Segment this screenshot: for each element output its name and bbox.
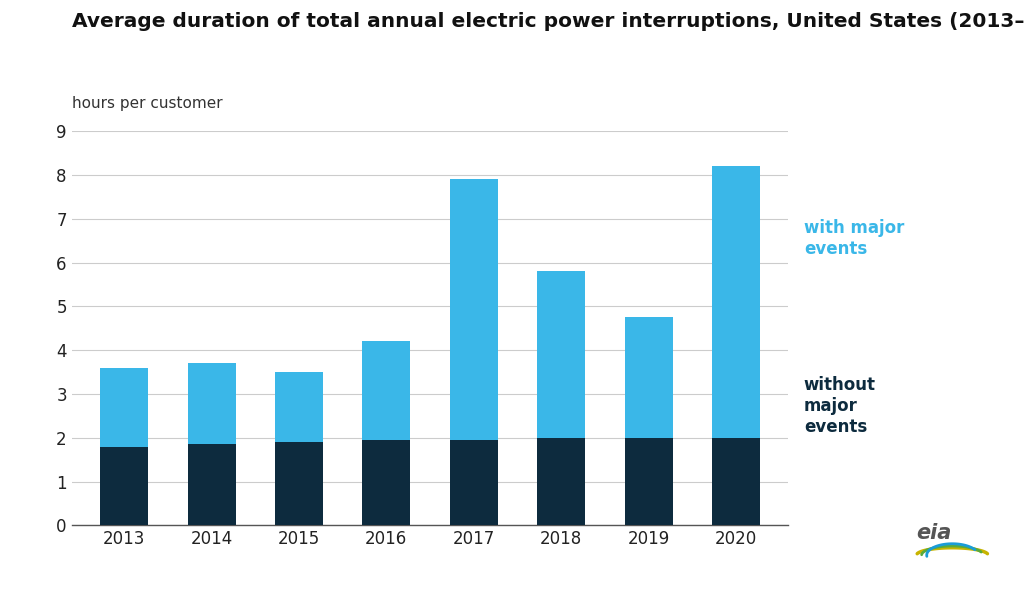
Text: without
major
events: without major events bbox=[804, 376, 876, 436]
Bar bbox=[538, 438, 586, 525]
Bar bbox=[100, 368, 148, 447]
Bar bbox=[362, 341, 411, 440]
Bar bbox=[187, 444, 236, 525]
Bar bbox=[100, 447, 148, 525]
Bar bbox=[538, 272, 586, 438]
Bar bbox=[274, 372, 323, 442]
Bar bbox=[625, 318, 673, 438]
Bar bbox=[712, 438, 760, 525]
Bar bbox=[712, 167, 760, 438]
Bar bbox=[625, 438, 673, 525]
Bar bbox=[187, 364, 236, 444]
Bar bbox=[362, 440, 411, 525]
Text: Average duration of total annual electric power interruptions, United States (20: Average duration of total annual electri… bbox=[72, 12, 1024, 31]
Text: hours per customer: hours per customer bbox=[72, 96, 222, 110]
Text: eia: eia bbox=[916, 523, 952, 543]
Bar bbox=[450, 440, 498, 525]
Bar bbox=[274, 442, 323, 525]
Bar bbox=[450, 180, 498, 440]
Text: with major
events: with major events bbox=[804, 220, 904, 258]
